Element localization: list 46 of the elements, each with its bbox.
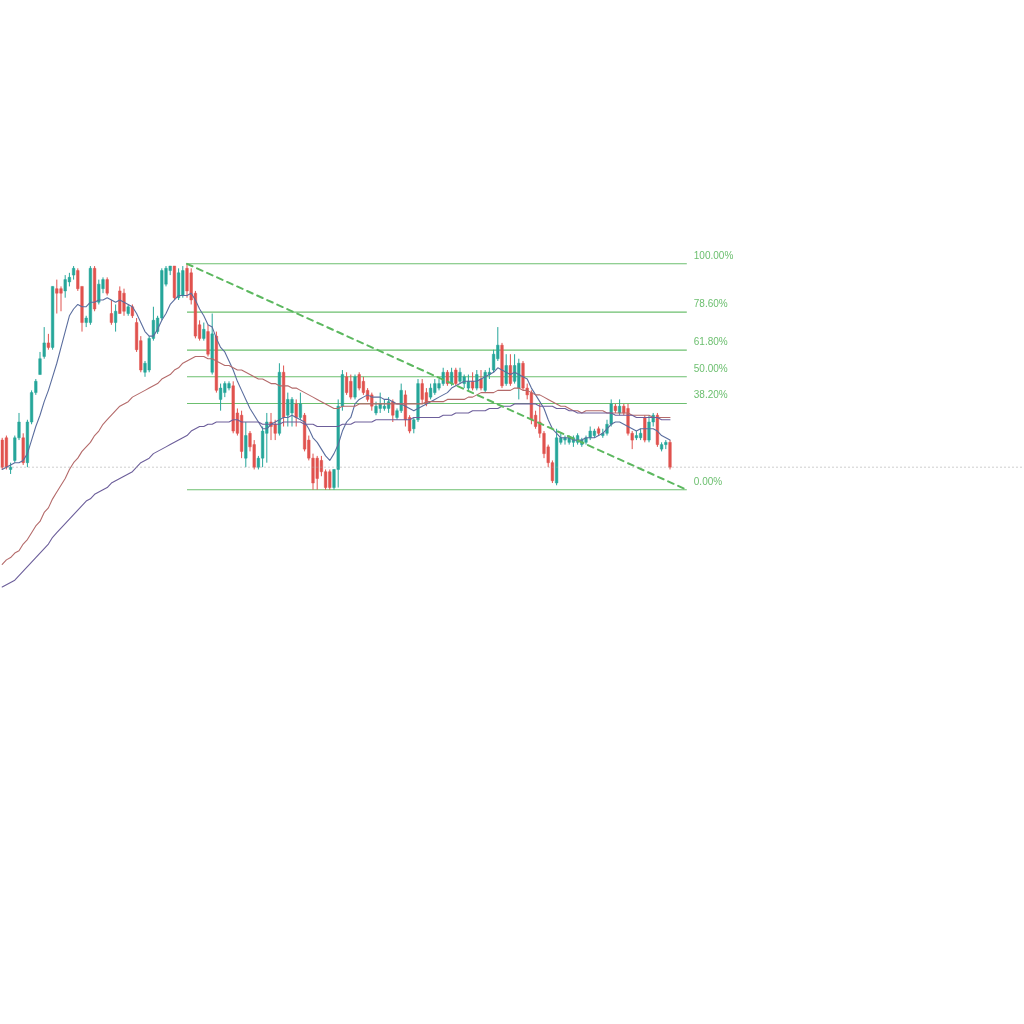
candlestick — [508, 353, 512, 387]
candlestick — [265, 412, 269, 464]
candlestick — [353, 374, 357, 400]
candlestick — [63, 274, 67, 299]
candlestick — [294, 398, 298, 428]
candlestick — [647, 414, 651, 443]
candlestick — [378, 392, 382, 414]
candlestick — [109, 299, 113, 326]
candlestick — [315, 455, 319, 491]
candlestick — [42, 326, 46, 360]
candlestick — [454, 367, 458, 387]
candlestick — [563, 435, 567, 446]
ref-line-label: 50.00% — [693, 362, 728, 374]
candlestick — [298, 392, 302, 421]
candlestick — [450, 367, 454, 387]
ref-line-label: 78.60% — [693, 298, 728, 310]
candlestick — [185, 263, 189, 299]
candlestick — [441, 367, 445, 387]
candlestick — [504, 353, 508, 387]
candlestick — [479, 369, 483, 391]
candlestick — [114, 303, 118, 333]
candlestick — [244, 421, 248, 468]
candlestick — [97, 279, 101, 305]
candlestick — [345, 371, 349, 396]
candlestick — [122, 288, 126, 317]
candlestick — [286, 392, 290, 428]
ref-line-label: 0.00% — [693, 475, 723, 487]
candlestick — [55, 279, 59, 315]
candlestick — [349, 374, 353, 400]
candlestick — [483, 369, 487, 394]
ref-line-label: 38.20% — [693, 389, 728, 401]
candlestick — [328, 468, 332, 491]
candlestick — [513, 353, 517, 385]
candlestick — [357, 371, 361, 391]
candlestick — [118, 285, 122, 315]
candlestick — [206, 324, 210, 357]
candlestick — [420, 378, 424, 405]
ref-line-label: 100.00% — [693, 249, 734, 261]
candlestick — [643, 414, 647, 443]
ref-line-label: 61.80% — [693, 336, 728, 348]
candlestick — [59, 285, 63, 312]
candlestick — [290, 396, 294, 428]
candlestick — [202, 322, 206, 342]
candlestick — [105, 276, 109, 296]
candlestick — [219, 383, 223, 412]
candlestick — [471, 371, 475, 391]
